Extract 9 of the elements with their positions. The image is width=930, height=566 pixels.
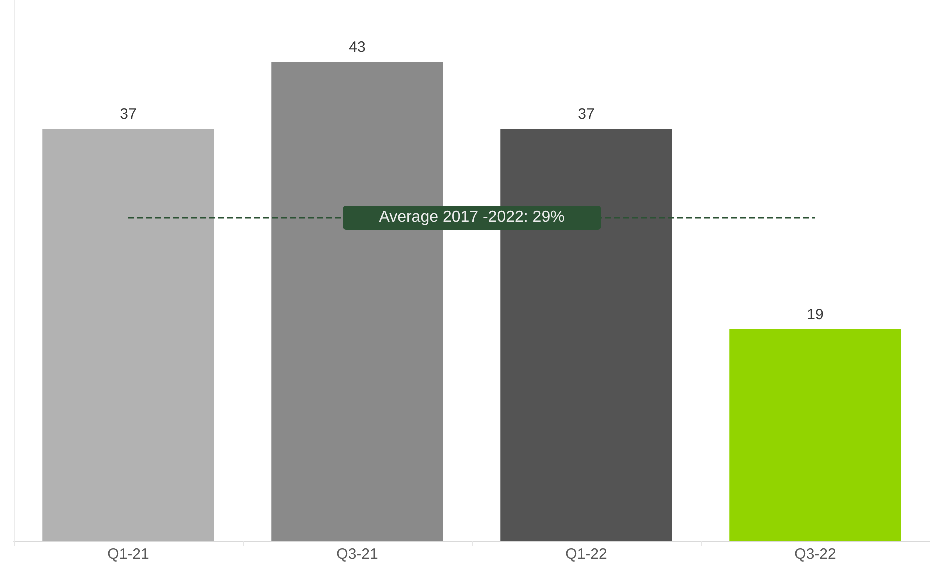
data-label: 43 <box>349 39 366 56</box>
x-tick-label: Q3-22 <box>794 546 836 563</box>
data-label: 19 <box>807 306 824 324</box>
x-tick-label: Q3-21 <box>336 546 378 563</box>
data-label: 37 <box>578 106 595 124</box>
x-tick-label: Q1-22 <box>566 546 608 563</box>
x-tick-label: Q1-21 <box>108 546 150 563</box>
ref-line-label: Average 2017 -2022: 29% <box>379 209 565 226</box>
data-label: 37 <box>120 106 137 124</box>
